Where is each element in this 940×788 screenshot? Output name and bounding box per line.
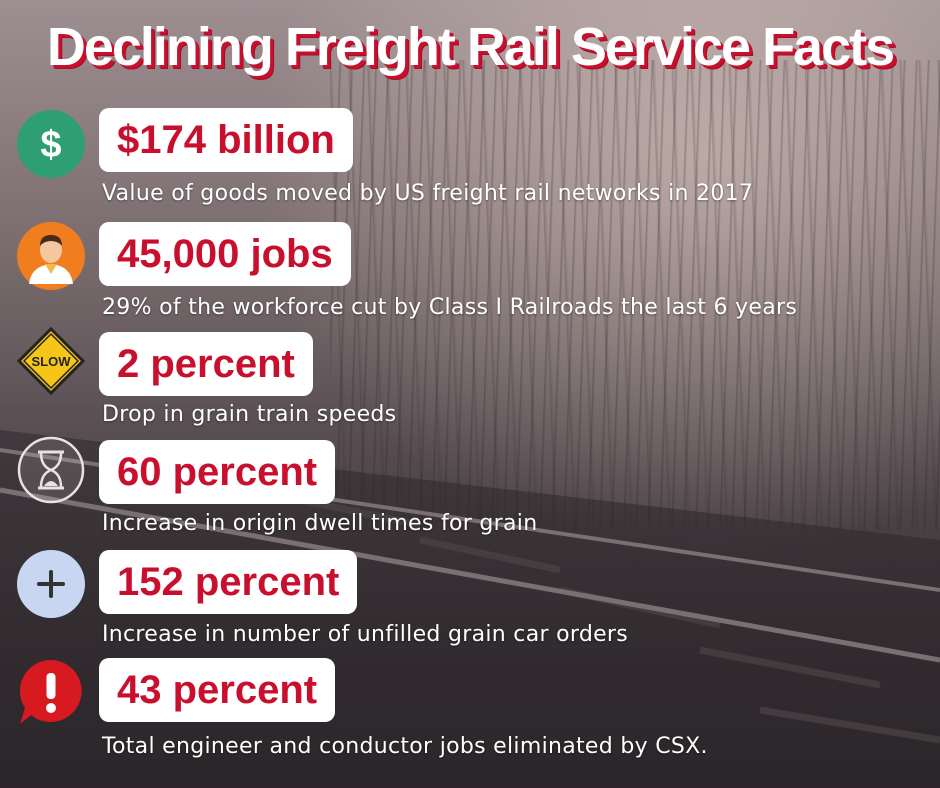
exclamation-icon xyxy=(19,659,82,724)
fact-description: Total engineer and conductor jobs elimin… xyxy=(102,734,708,759)
fact-description: Drop in grain train speeds xyxy=(102,402,397,427)
fact-stat: 60 percent xyxy=(99,440,336,504)
fact-stat: 43 percent xyxy=(99,658,336,722)
svg-text:SLOW: SLOW xyxy=(32,354,72,369)
page-title: Declining Freight Rail Service Facts xyxy=(46,17,895,77)
fact-description: Value of goods moved by US freight rail … xyxy=(102,181,754,206)
fact-stat: $174 billion xyxy=(99,108,353,172)
fact-stat: 152 percent xyxy=(99,550,358,614)
svg-text:$: $ xyxy=(40,124,61,166)
plus-icon xyxy=(17,550,85,618)
dollar-icon: $ xyxy=(17,110,85,178)
fact-stat: 2 percent xyxy=(99,332,313,396)
fact-description: 29% of the workforce cut by Class I Rail… xyxy=(102,295,798,320)
fact-description: Increase in number of unfilled grain car… xyxy=(102,622,629,647)
fact-description: Increase in origin dwell times for grain xyxy=(102,511,538,536)
background-trees xyxy=(330,60,940,530)
hourglass-icon xyxy=(17,436,85,504)
worker-icon xyxy=(17,222,85,290)
slow-sign-icon: SLOW xyxy=(17,327,85,395)
fact-stat: 45,000 jobs xyxy=(99,222,351,286)
